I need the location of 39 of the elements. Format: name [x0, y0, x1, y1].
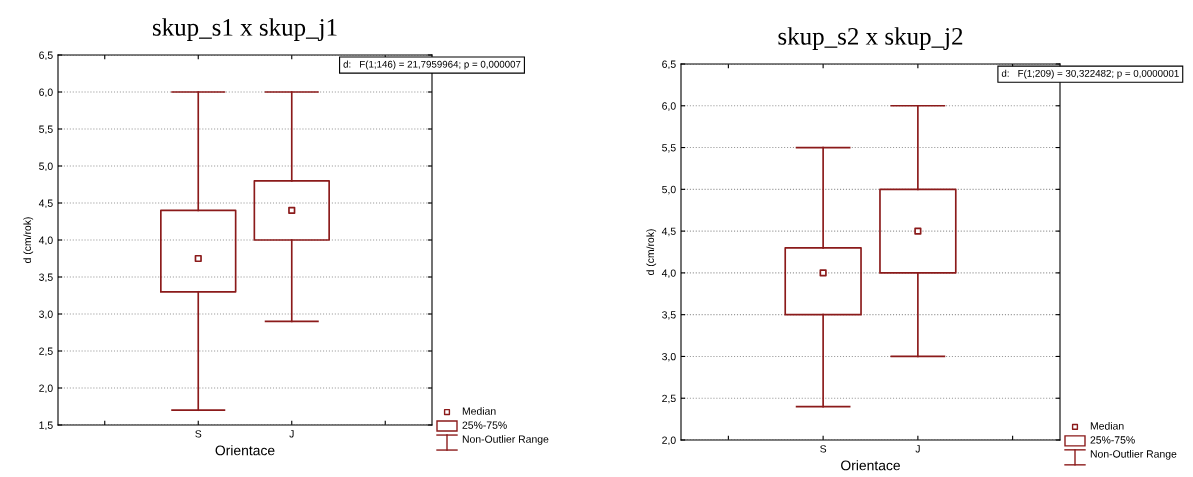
y-tick-label: 2,0 — [39, 384, 53, 394]
y-tick-label: 4,5 — [38, 199, 53, 209]
y-axis-title: d (cm/rok) — [646, 229, 657, 275]
text: d: F(1;146) = 21,7959964; p = 0,000007 — [343, 60, 521, 70]
y-tick-label: 4,0 — [38, 236, 53, 246]
y-axis-title: d (cm/rok) — [23, 217, 34, 263]
y-tick-label: 1,5 — [39, 421, 53, 431]
y-tick-label: 4,0 — [661, 269, 676, 278]
y-tick-label: 3,0 — [662, 352, 676, 362]
y-tick-label: 2,5 — [39, 347, 53, 357]
text: 25%-75% — [462, 421, 507, 429]
text: Non-Outlier Range — [462, 435, 549, 445]
text: Median — [462, 407, 496, 415]
text: 25%-75% — [1090, 436, 1135, 444]
x-tick-label: S — [195, 430, 202, 438]
chart-title: skup_s1 x skup_j1 — [152, 18, 337, 41]
text: Non-Outlier Range — [1090, 449, 1177, 460]
y-tick-label: 2,5 — [662, 394, 676, 404]
y-tick-label: 6,0 — [39, 88, 53, 98]
y-tick-label: 2,0 — [662, 436, 676, 446]
x-tick-label: J — [915, 445, 920, 453]
x-tick-label: S — [820, 445, 827, 453]
y-tick-label: 5,5 — [39, 125, 53, 135]
y-tick-label: 6,0 — [662, 102, 676, 111]
x-axis-title: Orientace — [841, 460, 900, 471]
x-tick-label: J — [289, 430, 294, 438]
y-tick-label: 6,5 — [662, 60, 676, 70]
annotation: d: F(1;209) = 30,322482; p = 0,0000001 — [1001, 69, 1179, 79]
y-tick-label: 6,5 — [39, 51, 53, 61]
y-tick-label: 5,0 — [662, 185, 676, 195]
x-axis-title: Orientace — [215, 445, 275, 456]
y-tick-label: 4,5 — [661, 227, 676, 237]
y-tick-label: 3,0 — [39, 310, 53, 320]
y-tick-label: 5,0 — [39, 162, 53, 172]
y-tick-label: 3,5 — [39, 273, 53, 283]
chart-title: skup_s2 x skup_j2 — [778, 27, 963, 50]
y-tick-label: 3,5 — [662, 311, 676, 320]
y-tick-label: 5,5 — [662, 144, 676, 153]
text: Median — [1090, 421, 1124, 430]
